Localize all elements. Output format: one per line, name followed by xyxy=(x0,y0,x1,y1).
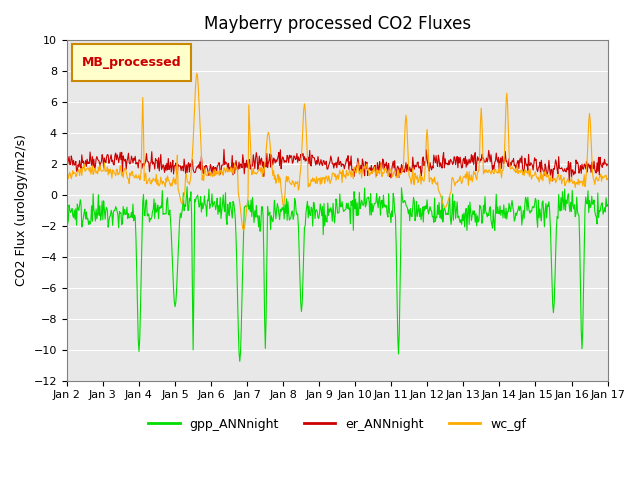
wc_gf xyxy=(212,168,220,174)
er_ANNnight xyxy=(549,178,557,184)
Line: er_ANNnight: er_ANNnight xyxy=(67,149,607,181)
Text: MB_processed: MB_processed xyxy=(82,56,182,69)
gpp_ANNnight xyxy=(236,359,244,364)
Y-axis label: CO2 Flux (urology/m2/s): CO2 Flux (urology/m2/s) xyxy=(15,134,28,287)
Legend: gpp_ANNnight, er_ANNnight, wc_gf: gpp_ANNnight, er_ANNnight, wc_gf xyxy=(143,413,531,436)
er_ANNnight xyxy=(212,165,220,171)
gpp_ANNnight xyxy=(63,205,70,211)
er_ANNnight xyxy=(604,161,611,167)
wc_gf xyxy=(604,176,611,181)
wc_gf xyxy=(193,71,201,76)
er_ANNnight xyxy=(220,146,228,152)
Line: gpp_ANNnight: gpp_ANNnight xyxy=(67,187,607,361)
Title: Mayberry processed CO2 Fluxes: Mayberry processed CO2 Fluxes xyxy=(204,15,471,33)
gpp_ANNnight xyxy=(404,211,412,216)
wc_gf xyxy=(129,168,136,174)
gpp_ANNnight xyxy=(420,204,428,209)
er_ANNnight xyxy=(73,168,81,174)
er_ANNnight xyxy=(183,169,191,175)
Line: wc_gf: wc_gf xyxy=(67,73,607,230)
gpp_ANNnight xyxy=(604,202,611,208)
wc_gf xyxy=(404,156,412,161)
wc_gf xyxy=(420,179,428,184)
gpp_ANNnight xyxy=(184,207,192,213)
gpp_ANNnight xyxy=(183,184,191,190)
wc_gf xyxy=(73,173,81,179)
gpp_ANNnight xyxy=(129,215,136,220)
gpp_ANNnight xyxy=(73,222,81,228)
FancyBboxPatch shape xyxy=(72,44,191,81)
er_ANNnight xyxy=(129,156,136,162)
er_ANNnight xyxy=(404,162,412,168)
wc_gf xyxy=(240,228,248,233)
er_ANNnight xyxy=(419,154,427,160)
wc_gf xyxy=(63,171,70,177)
er_ANNnight xyxy=(63,159,70,165)
gpp_ANNnight xyxy=(212,202,220,208)
wc_gf xyxy=(183,178,191,184)
